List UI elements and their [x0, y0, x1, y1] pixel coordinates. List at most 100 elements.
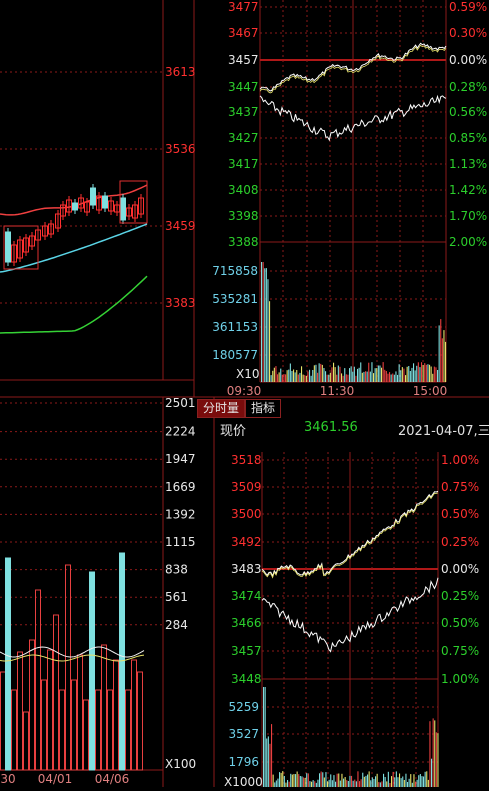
intraday-top-volume-bar: [339, 366, 341, 382]
intraday-top-volume-bar: [408, 366, 410, 382]
intraday-bottom-volume-bar: [307, 773, 309, 787]
intraday-top-volume-bar: [342, 375, 344, 382]
intraday-bottom-volume-bar: [282, 771, 284, 787]
candle-body: [102, 195, 108, 209]
intraday-bottom-volume-bar: [383, 773, 385, 787]
intraday-top-volume-bar: [371, 362, 373, 382]
intraday-top-pct-label: 1.70%: [449, 209, 487, 223]
highlight-box-left: [3, 225, 39, 270]
intraday-top-volume-bar: [265, 268, 267, 382]
intraday-bottom-price-label: 3474: [231, 589, 262, 603]
candle-body: [48, 223, 54, 235]
intraday-top-volume-bar: [382, 362, 384, 382]
intraday-bottom-volume-bar: [392, 771, 394, 787]
intraday-bottom-volume-bar: [325, 772, 327, 787]
intraday-top-volume-bar: [368, 362, 370, 382]
intraday-bottom-volume-bar: [291, 774, 293, 787]
intraday-top-volume-bar: [414, 370, 416, 382]
intraday-top-volume-bar: [312, 370, 314, 382]
intraday-bottom-volume-unit: X1000: [224, 775, 263, 787]
intraday-bottom-volume-bar: [343, 778, 345, 787]
intraday-top-pct-label: 0.28%: [449, 80, 487, 94]
intraday-bottom-volume-bar: [391, 776, 393, 787]
intraday-bottom-volume-bar: [293, 774, 295, 787]
candle-body: [96, 195, 102, 211]
volume-bar: [29, 639, 35, 771]
intraday-top-volume-bar: [297, 374, 299, 382]
intraday-top-volume-bar: [288, 369, 290, 382]
kline-price-label: 3536: [165, 142, 196, 156]
intraday-bottom-volume-bar: [335, 781, 337, 787]
intraday-top-price-label: 3447: [228, 80, 259, 94]
intraday-top-volume-bar: [281, 374, 283, 382]
intraday-bottom-volume-bar: [344, 777, 346, 787]
intraday-bottom-price-label: 3448: [231, 672, 262, 686]
intraday-top-volume-bar: [425, 364, 427, 382]
intraday-top-volume-bar: [305, 376, 307, 382]
kline-volume-label: 284: [165, 618, 188, 632]
volume-bar: [17, 651, 23, 771]
intraday-top-volume-bar: [440, 319, 442, 382]
intraday-bottom-volume-bar: [272, 774, 274, 787]
intraday-bottom-volume-bar: [416, 779, 418, 787]
intraday-bottom-pct-label: 1.00%: [441, 672, 479, 686]
intraday-top-volume-bar: [379, 365, 381, 382]
intraday-top-volume-bar: [352, 371, 354, 382]
intraday-top-volume-bar: [341, 373, 343, 382]
highlight-box-right: [119, 180, 148, 224]
intraday-top-volume-bar: [411, 367, 413, 382]
kline-price-label: 3383: [165, 296, 196, 310]
intraday-bottom-volume-bar: [384, 777, 386, 787]
intraday-top-volume-bar: [345, 374, 347, 382]
intraday-top-volume-bar: [390, 374, 392, 382]
intraday-bottom-volume-bar: [319, 773, 321, 787]
intraday-bottom-volume-bar: [301, 776, 303, 787]
intraday-bottom-volume-bar: [275, 780, 277, 787]
tab-indicator[interactable]: 指标: [245, 399, 282, 418]
candle-body: [60, 204, 66, 217]
intraday-top-volume-bar: [328, 374, 330, 382]
intraday-bottom-volume-bar: [271, 724, 273, 787]
intraday-bottom-pct-label: 0.25%: [441, 589, 479, 603]
intraday-top-price-label: 3477: [228, 0, 259, 14]
kline-price-label: 3613: [165, 65, 196, 79]
intraday-top-volume-bar: [336, 374, 338, 382]
intraday-top-volume-bar: [320, 363, 322, 382]
candle-body: [138, 197, 144, 215]
intraday-bottom-volume-bar: [437, 733, 439, 787]
tab-time-volume[interactable]: 分时量: [197, 399, 246, 418]
intraday-bottom-volume-bar: [351, 775, 353, 787]
kline-volume-unit: X100: [165, 757, 196, 771]
volume-bar: [107, 689, 113, 771]
volume-ma-line: [0, 646, 145, 658]
intraday-bottom-volume-bar: [405, 773, 407, 787]
intraday-top-volume-bar: [325, 371, 327, 382]
volume-bar: [71, 679, 77, 771]
intraday-top-volume-bar: [358, 367, 360, 382]
intraday-bottom-volume-bar: [400, 778, 402, 787]
intraday-top-volume-bar: [302, 374, 304, 382]
intraday-bottom-volume-bar: [376, 773, 378, 787]
volume-bar: [95, 689, 101, 771]
intraday-top-volume-bar: [417, 362, 419, 382]
current-price-label: 现价: [220, 424, 247, 439]
intraday-top-volume-bar: [347, 374, 349, 382]
intraday-top-volume-bar: [267, 279, 269, 382]
intraday-top-price-label: 3427: [228, 131, 259, 145]
intraday-bottom-volume-bar: [399, 773, 401, 787]
intraday-bottom-volume-bar: [387, 771, 389, 787]
intraday-top-volume-bar: [329, 372, 331, 382]
date-label: 2021-04-07,三: [398, 424, 489, 439]
volume-bar: [113, 659, 119, 771]
intraday-bottom-volume-bar: [367, 774, 369, 787]
kline-volume-label: 838: [165, 563, 188, 577]
candle-body: [126, 207, 132, 217]
intraday-top-avg-line: [259, 44, 447, 94]
intraday-top-volume-bar: [398, 364, 400, 382]
intraday-top-volume-bar: [430, 366, 432, 382]
current-price-value: 3461.56: [304, 420, 358, 435]
intraday-top-volume-bar: [437, 370, 439, 382]
intraday-top-volume-bar: [416, 365, 418, 382]
intraday-bottom-pct-label: 0.75%: [441, 480, 479, 494]
intraday-top-pct-label: 0.59%: [449, 0, 487, 14]
